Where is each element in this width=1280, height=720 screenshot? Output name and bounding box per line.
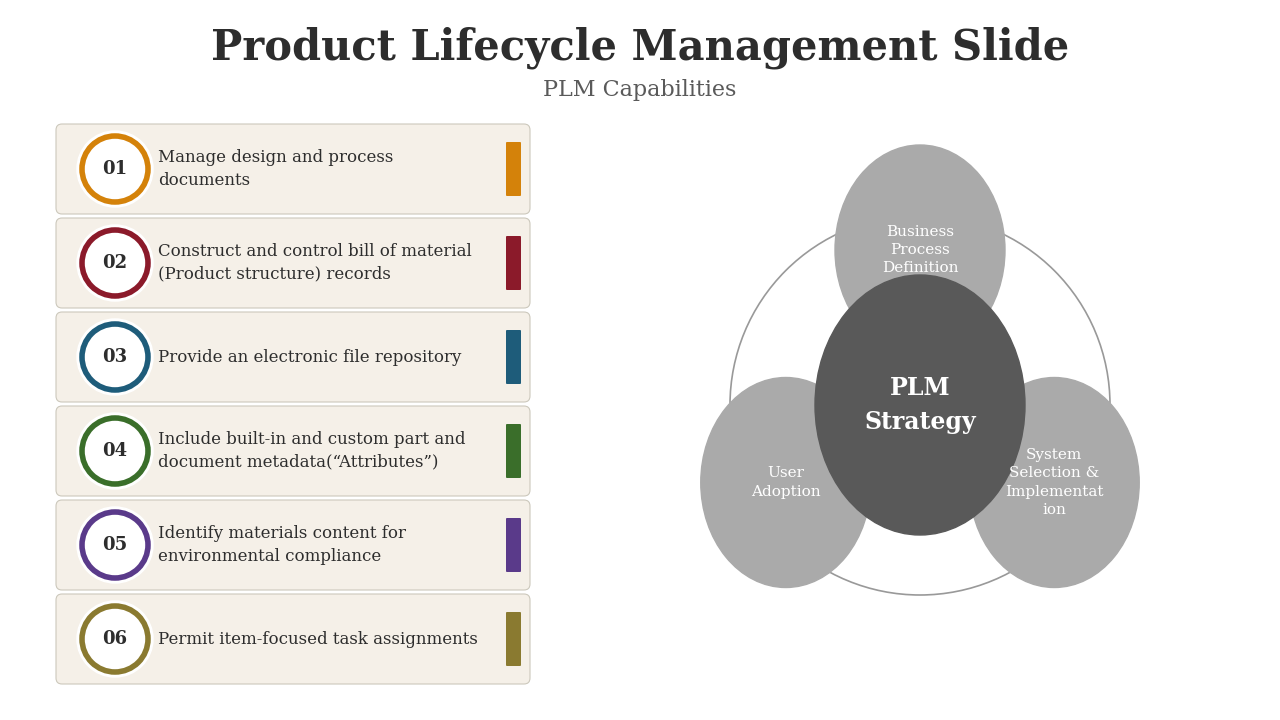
Text: Construct and control bill of material
(Product structure) records: Construct and control bill of material (… [157, 243, 472, 282]
FancyBboxPatch shape [506, 142, 521, 196]
Text: PLM
Strategy: PLM Strategy [864, 377, 975, 433]
Text: 02: 02 [102, 254, 128, 272]
Text: Permit item-focused task assignments: Permit item-focused task assignments [157, 631, 477, 647]
Ellipse shape [835, 145, 1005, 355]
Text: System
Selection &
Implementat
ion: System Selection & Implementat ion [1005, 448, 1103, 517]
Text: Identify materials content for
environmental compliance: Identify materials content for environme… [157, 526, 406, 564]
Circle shape [77, 413, 154, 489]
Circle shape [77, 507, 154, 583]
Text: Include built-in and custom part and
document metadata(“Attributes”): Include built-in and custom part and doc… [157, 431, 466, 471]
FancyBboxPatch shape [506, 236, 521, 290]
Text: 03: 03 [102, 348, 128, 366]
Text: Manage design and process
documents: Manage design and process documents [157, 149, 393, 189]
FancyBboxPatch shape [506, 424, 521, 478]
Circle shape [77, 601, 154, 677]
FancyBboxPatch shape [56, 218, 530, 308]
Circle shape [77, 225, 154, 301]
Text: User
Adoption: User Adoption [751, 467, 820, 499]
FancyBboxPatch shape [56, 312, 530, 402]
FancyBboxPatch shape [506, 518, 521, 572]
Text: 06: 06 [102, 630, 128, 648]
Text: Product Lifecycle Management Slide: Product Lifecycle Management Slide [211, 27, 1069, 69]
FancyBboxPatch shape [506, 612, 521, 666]
Text: 01: 01 [102, 160, 128, 178]
Text: Provide an electronic file repository: Provide an electronic file repository [157, 348, 461, 366]
Text: 04: 04 [102, 442, 128, 460]
Text: 05: 05 [102, 536, 128, 554]
Ellipse shape [700, 377, 870, 588]
FancyBboxPatch shape [56, 406, 530, 496]
Text: PLM Capabilities: PLM Capabilities [543, 79, 737, 101]
FancyBboxPatch shape [56, 124, 530, 214]
FancyBboxPatch shape [506, 330, 521, 384]
Ellipse shape [815, 275, 1025, 535]
FancyBboxPatch shape [56, 500, 530, 590]
Circle shape [77, 131, 154, 207]
Ellipse shape [969, 377, 1139, 588]
Text: Business
Process
Definition: Business Process Definition [882, 225, 959, 275]
Circle shape [77, 319, 154, 395]
FancyBboxPatch shape [56, 594, 530, 684]
